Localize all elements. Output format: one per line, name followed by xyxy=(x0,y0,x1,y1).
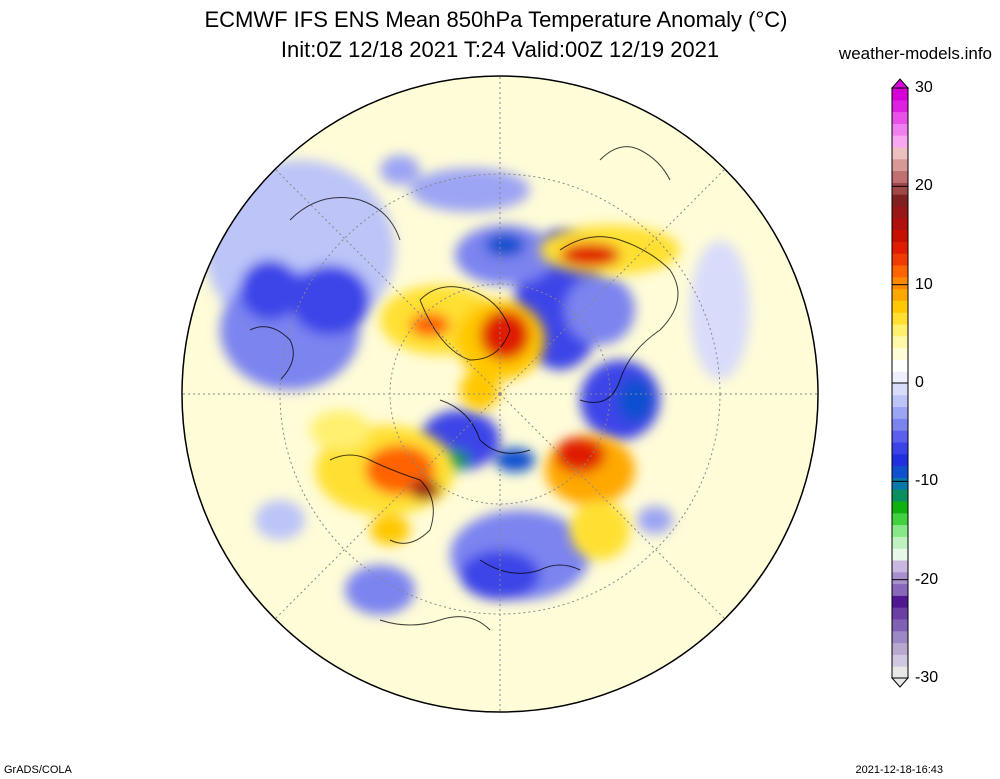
colorbar-tick-label: 20 xyxy=(915,177,933,195)
colorbar-swatch xyxy=(892,607,908,620)
colorbar-tick-label: 0 xyxy=(915,374,924,391)
colorbar-swatch xyxy=(892,123,908,136)
colorbar-swatch xyxy=(892,217,908,231)
colorbar-swatch xyxy=(892,276,908,290)
colorbar-swatch xyxy=(892,300,908,313)
colorbar-swatch xyxy=(892,312,908,325)
colorbar-tick-label: -10 xyxy=(915,472,939,490)
software-credit: GrADS/COLA xyxy=(4,764,72,776)
colorbar-tick-label: -20 xyxy=(915,570,939,588)
colorbar-swatch xyxy=(892,524,908,537)
colorbar-swatch xyxy=(892,229,908,242)
colorbar-swatch xyxy=(892,347,908,360)
colorbar-tick-label: 10 xyxy=(915,275,933,293)
colorbar-swatch xyxy=(892,619,908,632)
colorbar-swatch xyxy=(892,383,908,396)
colorbar-swatch xyxy=(892,489,908,502)
map-border xyxy=(181,75,819,713)
warm-anomalies xyxy=(310,225,680,560)
colorbar-swatch xyxy=(892,512,908,526)
colorbar-swatch xyxy=(892,111,908,124)
colorbar-swatch xyxy=(892,241,908,254)
colorbar-swatch xyxy=(892,642,908,655)
colorbar-tick-label: -30 xyxy=(915,669,939,686)
colorbar-swatch xyxy=(892,170,908,183)
coastlines xyxy=(249,146,679,631)
colorbar-swatch xyxy=(892,654,908,667)
anomaly-field xyxy=(205,155,750,615)
colorbar-swatch xyxy=(892,88,908,101)
render-timestamp: 2021-12-18-16:43 xyxy=(855,764,943,776)
map-subtitle: Init:0Z 12/18 2021 T:24 Valid:00Z 12/19 … xyxy=(280,37,720,62)
colorbar-swatch xyxy=(892,536,908,549)
colorbar-swatch xyxy=(892,453,908,467)
colorbar-min-arrow xyxy=(890,677,910,688)
colorbar-swatch xyxy=(892,394,908,408)
colorbar-tick-label: 30 xyxy=(915,79,933,96)
colorbar-swatch xyxy=(892,359,908,372)
colorbar-swatch xyxy=(892,583,908,596)
colorbar-swatch xyxy=(892,371,908,384)
colorbar-swatch xyxy=(892,265,908,278)
colorbar-swatch xyxy=(892,253,908,266)
colorbar-swatch xyxy=(892,99,908,113)
colorbar-max-arrow xyxy=(890,78,910,89)
colorbar xyxy=(890,78,910,688)
colorbar-swatch xyxy=(892,158,908,172)
colorbar-swatch xyxy=(892,147,908,160)
colorbar-swatch xyxy=(892,501,908,514)
colorbar-swatch xyxy=(892,194,908,207)
colorbar-swatch xyxy=(892,206,908,219)
colorbar-swatch xyxy=(892,477,908,490)
colorbar-swatch xyxy=(892,288,908,301)
colorbar-swatch xyxy=(892,571,908,585)
colorbar-swatch xyxy=(892,430,908,443)
colorbar-swatch xyxy=(892,182,908,195)
map-title: ECMWF IFS ENS Mean 850hPa Temperature An… xyxy=(204,7,788,32)
colorbar-swatch xyxy=(892,560,908,573)
polar-map xyxy=(181,75,819,713)
graticule xyxy=(182,76,818,712)
colorbar-swatch xyxy=(892,324,908,337)
colorbar-swatch xyxy=(892,595,908,608)
colorbar-swatch xyxy=(892,335,908,349)
colorbar-swatch xyxy=(892,666,908,679)
colorbar-swatch xyxy=(892,135,908,148)
colorbar-swatch xyxy=(892,442,908,455)
colorbar-swatch xyxy=(892,406,908,419)
colorbar-swatch xyxy=(892,548,908,561)
site-credit: weather-models.info xyxy=(838,44,992,63)
colorbar-swatch xyxy=(892,465,908,478)
colorbar-swatch xyxy=(892,630,908,644)
colorbar-swatch xyxy=(892,418,908,431)
